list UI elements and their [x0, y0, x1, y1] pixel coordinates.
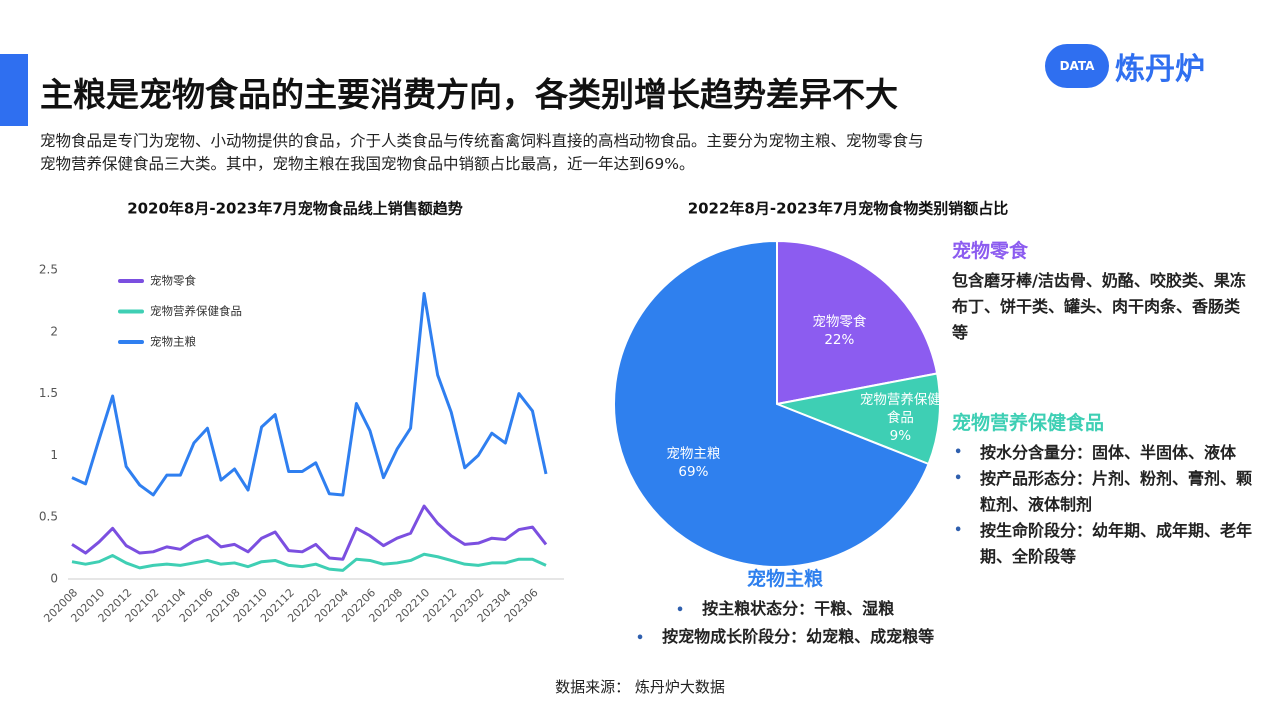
series-line: [71, 291, 548, 497]
series-line: [71, 552, 547, 572]
intro: 宠物食品是专门为宠物、小动物提供的食品，介于人类食品与传统畜禽饲料直接的高档动物…: [40, 130, 924, 176]
legend-label: 宠物主粮: [150, 335, 196, 349]
slice-value-label: 9%: [889, 427, 912, 444]
slice-value-label: 69%: [678, 463, 709, 480]
source: 数据来源： 炼丹炉大数据: [555, 678, 725, 696]
slide-title: 主粮是宠物食品的主要消费方向，各类别增长趋势差异不大: [40, 75, 898, 114]
note-heading: 宠物主粮: [746, 568, 823, 590]
note-item: 按水分含量分：固体、半固体、液体: [954, 440, 1262, 466]
slice-category-label: 宠物营养保健食品: [859, 391, 941, 426]
note-heading: 宠物营养保健食品: [952, 412, 1105, 434]
slice-category-label: 宠物零食: [812, 313, 867, 330]
slice-label-box: 宠物营养保健食品 9%: [855, 388, 945, 448]
note-text: 包含磨牙棒/洁齿骨、奶酪、咬胶类、果冻布丁、饼干类、罐头、肉干肉条、香肠类等: [952, 271, 1246, 342]
pie-slice: [613, 239, 930, 568]
y-tick-label: 2: [50, 324, 58, 338]
pie-slice: [776, 239, 939, 406]
pie-slice: [773, 372, 941, 466]
slice-label-box: 宠物零食 22%: [794, 301, 884, 361]
logo-badge: DATA: [1045, 44, 1109, 88]
note-health: 宠物营养保健食品 按水分含量分：固体、半固体、液体 按产品形态分：片剂、粉剂、膏…: [952, 410, 1262, 570]
note-snack: 宠物零食 包含磨牙棒/洁齿骨、奶酪、咬胶类、果冻布丁、饼干类、罐头、肉干肉条、香…: [952, 238, 1252, 346]
note-item: 按产品形态分：片剂、粉剂、膏剂、颗粒剂、液体制剂: [954, 466, 1262, 518]
legend-label: 宠物零食: [150, 274, 196, 288]
slice-value-label: 22%: [824, 331, 855, 348]
y-tick-label: 2.5: [39, 263, 58, 277]
title-accent: [0, 54, 28, 126]
intro-line: 宠物食品是专门为宠物、小动物提供的食品，介于人类食品与传统畜禽饲料直接的高档动物…: [40, 132, 924, 150]
note-item-text: 按主粮状态分：干粮、湿粮: [702, 599, 895, 618]
note-item: • 按主粮状态分：干粮、湿粮: [675, 599, 895, 618]
logo-text: 炼丹炉: [1115, 52, 1205, 87]
note-item: • 按宠物成长阶段分：幼宠粮、成宠粮等: [635, 627, 935, 646]
note-item-text: 按宠物成长阶段分：幼宠粮、成宠粮等: [662, 627, 935, 646]
note-heading: 宠物零食: [952, 240, 1029, 262]
chart-title: 2022年8月-2023年7月宠物食物类别销额占比: [688, 200, 1009, 218]
note-list: 按水分含量分：固体、半固体、液体 按产品形态分：片剂、粉剂、膏剂、颗粒剂、液体制…: [952, 440, 1262, 570]
y-tick-label: 1.5: [39, 386, 58, 400]
note-item: 按生命阶段分：幼年期、成年期、老年期、全阶段等: [954, 518, 1262, 570]
intro-line: 宠物营养保健食品三大类。其中，宠物主粮在我国宠物食品中销额占比最高，近一年达到6…: [40, 155, 695, 173]
note-main: 宠物主粮 • 按主粮状态分：干粮、湿粮 • 按宠物成长阶段分：幼宠粮、成宠粮等: [600, 566, 970, 652]
y-tick-label: 1: [50, 448, 58, 462]
slice-category-label: 宠物主粮: [666, 445, 721, 462]
series-line: [71, 504, 548, 561]
slice-label-box: 宠物主粮 69%: [648, 433, 738, 493]
y-tick-label: 0.5: [39, 510, 58, 524]
legend-label: 宠物营养保健食品: [150, 304, 242, 318]
y-tick-label: 0: [50, 572, 58, 586]
chart-title: 2020年8月-2023年7月宠物食品线上销售额趋势: [127, 200, 463, 218]
